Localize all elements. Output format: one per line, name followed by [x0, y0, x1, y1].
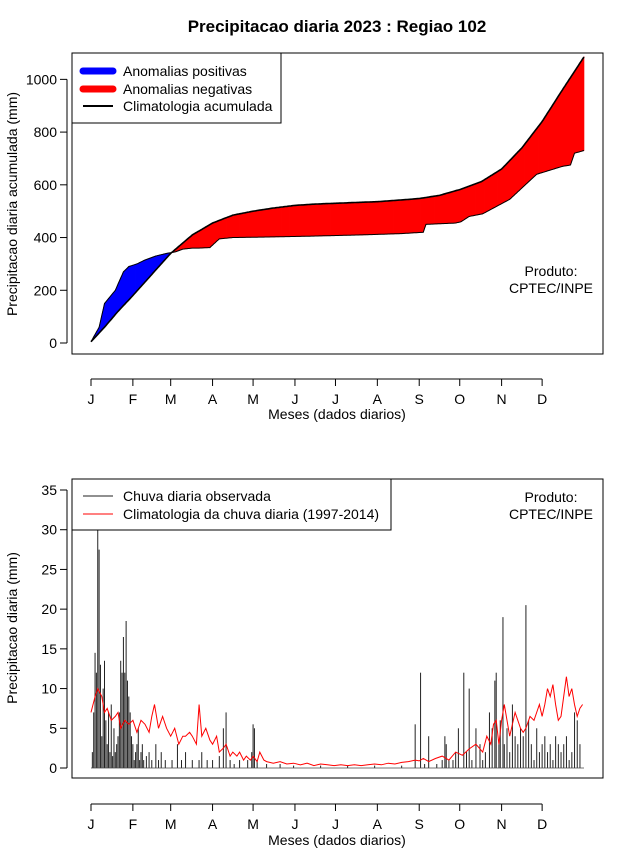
bottom-x-tick-label: A: [208, 816, 218, 832]
legend-climatology-label: Climatologia acumulada: [123, 98, 273, 114]
top-x-tick-label: S: [415, 391, 424, 407]
bottom-x-tick-label: S: [415, 816, 424, 832]
top-y-tick-label: 200: [34, 282, 58, 298]
chart-title: Precipitacao diaria 2023 : Regiao 102: [188, 17, 487, 36]
bottom-x-tick-label: J: [88, 816, 95, 832]
bottom-lines-group: [90, 676, 584, 767]
top-x-tick-label: F: [129, 391, 138, 407]
top-x-tick-label: A: [373, 391, 383, 407]
top-product-source: CPTEC/INPE: [509, 280, 593, 296]
top-product-label: Produto:: [525, 263, 578, 279]
top-x-tick-label: M: [247, 391, 259, 407]
top-y-tick-label: 0: [49, 335, 57, 351]
bottom-x-tick-label: M: [247, 816, 259, 832]
top-y-tick-label: 400: [34, 230, 58, 246]
legend-positive-label: Anomalias positivas: [123, 63, 247, 79]
bottom-x-tick-label: N: [497, 816, 507, 832]
observed-cumulative-line: [90, 150, 585, 342]
legend-observed-label: Chuva diaria observada: [123, 488, 271, 504]
top-legend: Anomalias positivas Anomalias negativas …: [71, 52, 282, 124]
climatology-cumulative-line: [90, 56, 585, 343]
top-x-tick-label: J: [291, 391, 298, 407]
cumulative-precipitation-plot: 0 200 400 600 800 1000 J F M A M J J A S O N D Precipita…: [4, 52, 604, 422]
top-x-tick-label: N: [497, 391, 507, 407]
top-x-tick-label: J: [332, 391, 339, 407]
bottom-y-tick-label: 35: [41, 482, 57, 498]
top-lines-group: [90, 56, 585, 343]
bottom-y-tick-label: 0: [49, 760, 57, 776]
observed-bars-group: [91, 529, 584, 769]
top-x-tick-label: A: [208, 391, 218, 407]
top-y-tick-label: 800: [34, 124, 58, 140]
bottom-y-tick-label: 20: [41, 601, 57, 617]
daily-precipitation-plot: 0 5 10 15 20 25 30 35 J F M A M J J A S O N D Precipitacao…: [4, 478, 604, 848]
top-x-tick-label: J: [88, 391, 95, 407]
bottom-x-tick-label: J: [291, 816, 298, 832]
daily-climatology-line: [90, 676, 584, 767]
bottom-product-source: CPTEC/INPE: [509, 506, 593, 522]
bottom-x-tick-label: J: [332, 816, 339, 832]
bottom-x-axis-label: Meses (dados diarios): [268, 832, 406, 848]
bottom-y-tick-label: 25: [41, 561, 57, 577]
bottom-x-tick-label: D: [537, 816, 547, 832]
top-y-tick-label: 600: [34, 177, 58, 193]
bottom-y-axis-label: Precipitacao diaria (mm): [4, 552, 20, 704]
top-y-axis-label: Precipitacao diaria acumulada (mm): [4, 92, 20, 316]
top-x-tick-label: M: [165, 391, 177, 407]
bottom-legend: Chuva diaria observada Climatologia da c…: [71, 478, 392, 531]
bottom-x-tick-label: A: [373, 816, 383, 832]
bottom-x-tick-label: F: [129, 816, 138, 832]
bottom-x-tick-label: M: [165, 816, 177, 832]
bottom-y-tick-label: 5: [49, 720, 57, 736]
negative-anomaly-segment: [582, 55, 585, 152]
bottom-y-tick-label: 30: [41, 522, 57, 538]
bottom-y-axis: 0 5 10 15 20 25 30 35: [41, 482, 68, 776]
bottom-product-label: Produto:: [525, 489, 578, 505]
bottom-legend-box: [71, 478, 392, 531]
bottom-x-tick-label: O: [454, 816, 465, 832]
top-x-tick-label: O: [454, 391, 465, 407]
legend-daily-climatology-label: Climatologia da chuva diaria (1997-2014): [123, 506, 379, 522]
top-y-tick-label: 1000: [26, 71, 57, 87]
bottom-y-tick-label: 10: [41, 681, 57, 697]
top-y-axis: 0 200 400 600 800 1000: [26, 71, 68, 351]
top-x-tick-label: D: [537, 391, 547, 407]
top-x-axis-label: Meses (dados diarios): [268, 406, 406, 422]
legend-negative-label: Anomalias negativas: [123, 81, 252, 97]
bottom-y-tick-label: 15: [41, 641, 57, 657]
top-plot-frame: [71, 52, 604, 355]
